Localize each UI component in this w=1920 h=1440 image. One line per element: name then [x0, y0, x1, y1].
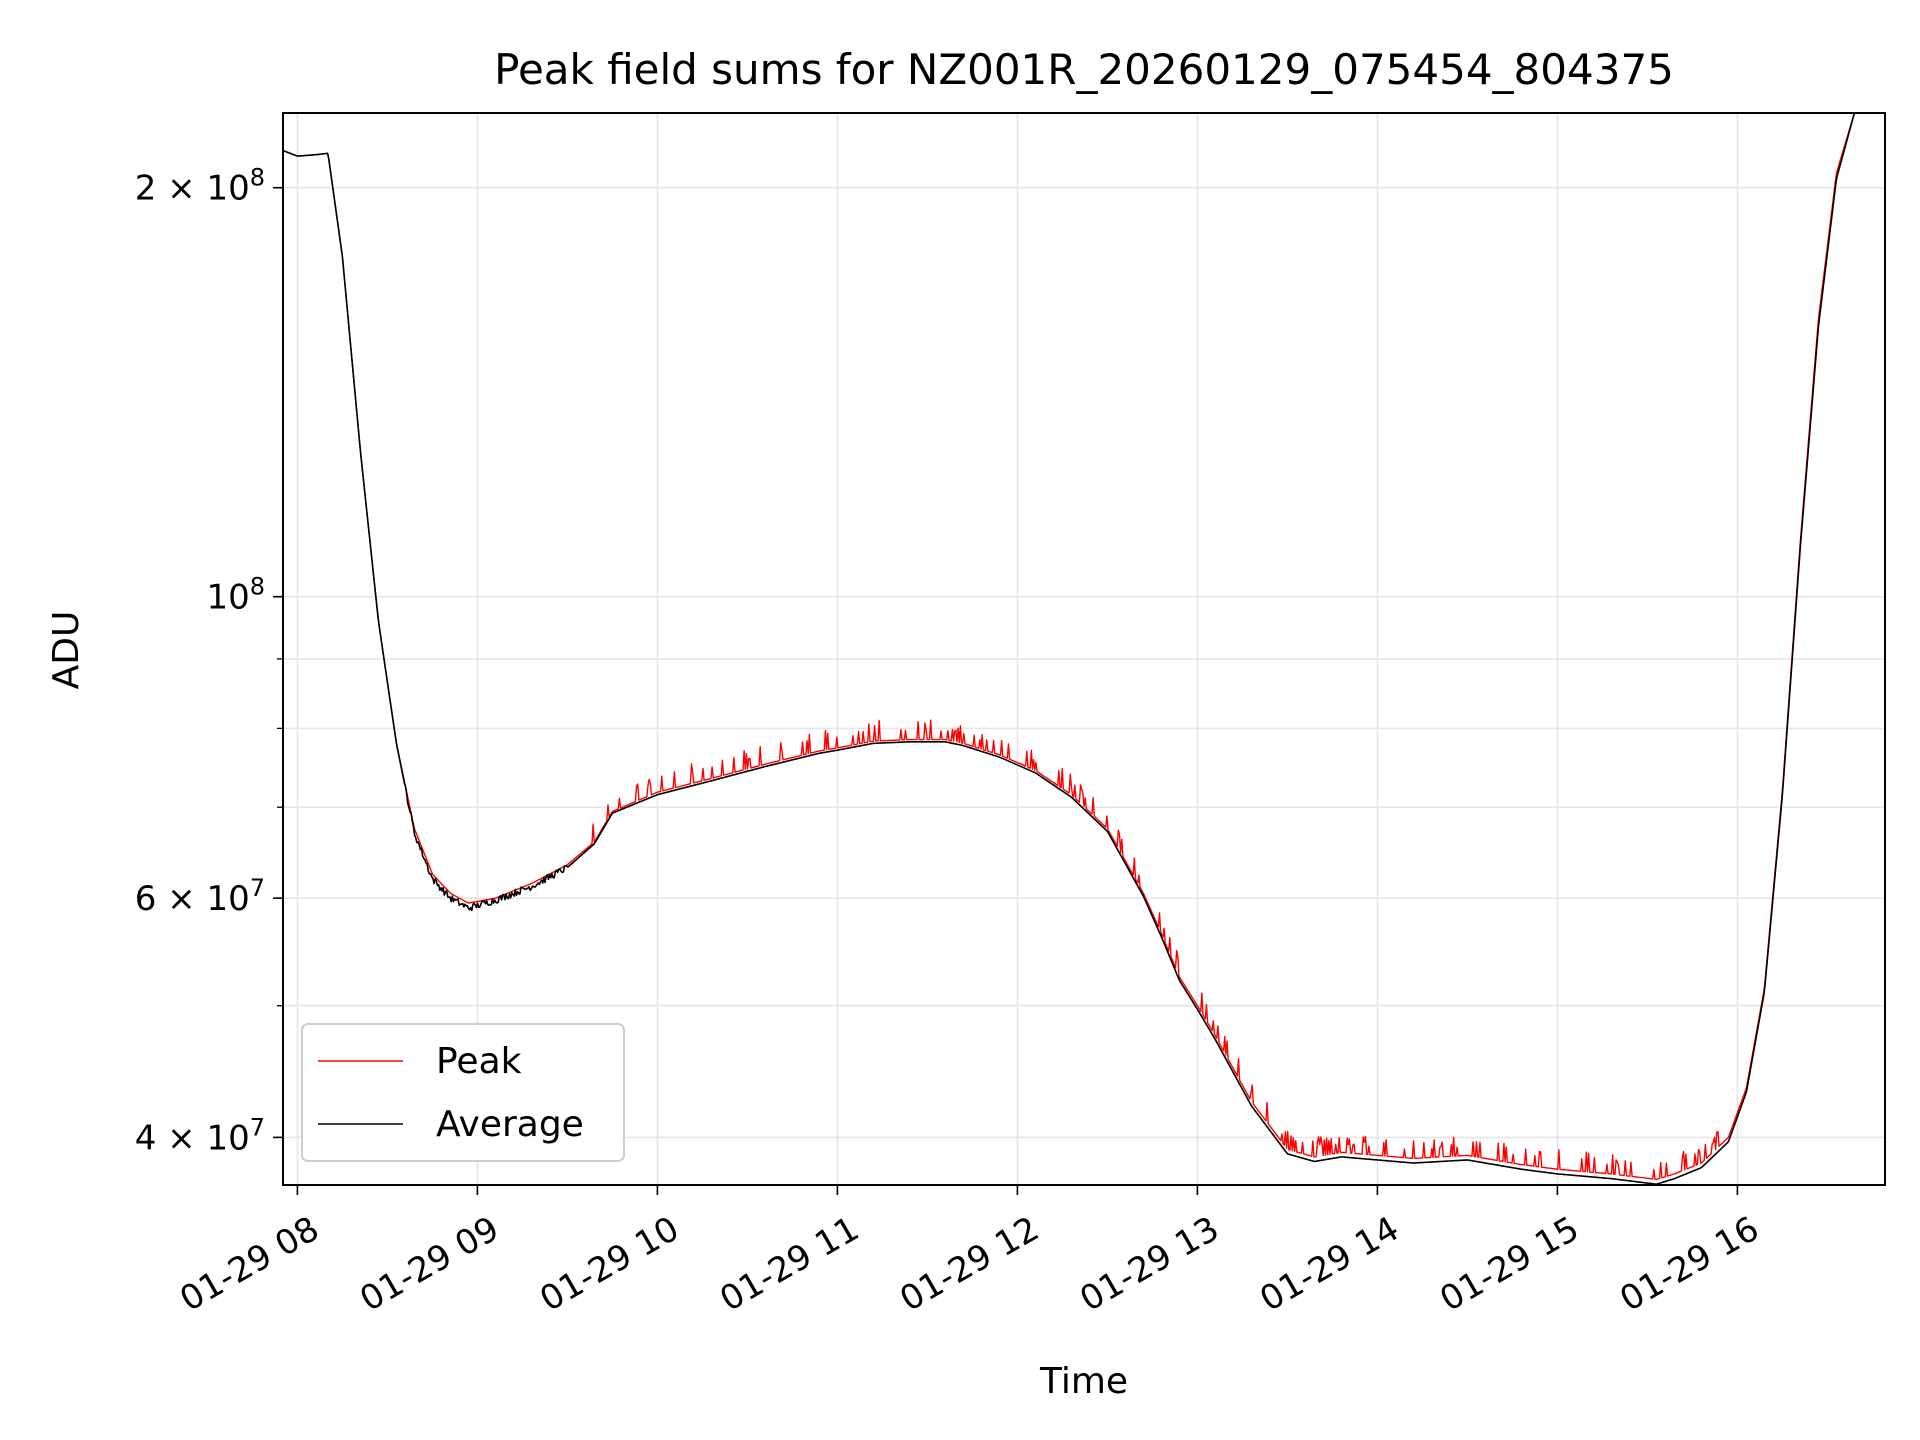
y-axis: 4 × 107 6 × 107 108 2 × 108: [135, 164, 283, 1158]
x-tick-label: 01-29 12: [893, 1209, 1045, 1320]
chart-title: Peak field sums for NZ001R_20260129_0754…: [494, 45, 1674, 94]
x-tick-label: 01-29 14: [1253, 1209, 1405, 1320]
x-tick-label: 01-29 10: [533, 1209, 685, 1320]
x-tick-label: 01-29 08: [173, 1209, 325, 1320]
legend-label-average: Average: [436, 1104, 584, 1145]
series-line-average: [283, 113, 1885, 1185]
x-tick-label: 01-29 13: [1073, 1209, 1225, 1320]
plot-frame: [282, 112, 1886, 1186]
y-axis-label: ADU: [46, 611, 87, 690]
series-line-peak: [283, 113, 1885, 1181]
x-tick-label: 01-29 16: [1613, 1209, 1765, 1320]
x-tick-label: 01-29 09: [353, 1209, 505, 1320]
legend: Peak Average: [301, 1023, 625, 1162]
y-tick-label: 108: [206, 573, 265, 618]
legend-label-peak: Peak: [436, 1041, 522, 1082]
y-tick-label: 4 × 107: [135, 1113, 265, 1158]
series-layer: [283, 113, 1885, 1185]
x-axis: 01-29 08 01-29 09 01-29 10 01-29 11 01-29 12…: [173, 1185, 1766, 1320]
y-tick-label: 6 × 107: [135, 874, 265, 919]
x-tick-label: 01-29 11: [713, 1209, 865, 1320]
x-tick-label: 01-29 15: [1433, 1209, 1585, 1320]
grid: [283, 113, 1885, 1185]
y-tick-label: 2 × 108: [135, 164, 265, 209]
x-axis-label: Time: [1039, 1361, 1128, 1402]
legend-box: [301, 1023, 625, 1162]
